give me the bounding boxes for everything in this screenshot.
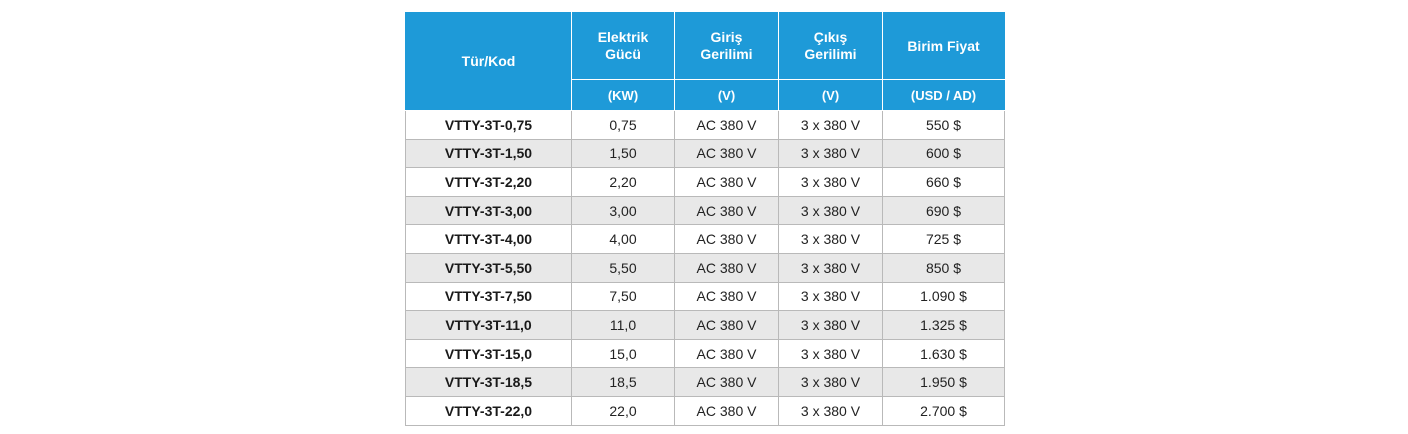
cell-code: VTTY-3T-5,50 <box>405 252 572 283</box>
cell-input-voltage: AC 380 V <box>674 138 779 169</box>
cell-input-voltage: AC 380 V <box>674 167 779 197</box>
header-power: Elektrik Gücü <box>571 12 675 80</box>
cell-code: VTTY-3T-18,5 <box>405 367 572 397</box>
cell-power: 4,00 <box>571 224 675 254</box>
cell-price: 725 $ <box>882 224 1005 254</box>
cell-output-voltage: 3 x 380 V <box>778 281 883 312</box>
cell-input-voltage: AC 380 V <box>674 195 779 226</box>
cell-power: 3,00 <box>571 195 675 226</box>
cell-input-voltage: AC 380 V <box>674 224 779 254</box>
cell-output-voltage: 3 x 380 V <box>778 224 883 254</box>
cell-power: 7,50 <box>571 281 675 312</box>
cell-code: VTTY-3T-4,00 <box>405 224 572 254</box>
price-table: Tür/Kod Elektrik Gücü Giriş Gerilimi Çık… <box>405 12 1005 426</box>
header-output-line-2: Gerilimi <box>804 46 857 62</box>
cell-code: VTTY-3T-0,75 <box>405 110 572 140</box>
cell-input-voltage: AC 380 V <box>674 367 779 397</box>
cell-input-voltage: AC 380 V <box>674 110 779 140</box>
cell-output-voltage: 3 x 380 V <box>778 195 883 226</box>
cell-price: 690 $ <box>882 195 1005 226</box>
cell-output-voltage: 3 x 380 V <box>778 167 883 197</box>
cell-price: 1.325 $ <box>882 310 1005 340</box>
cell-code: VTTY-3T-3,00 <box>405 195 572 226</box>
cell-power: 15,0 <box>571 338 675 369</box>
cell-price: 660 $ <box>882 167 1005 197</box>
header-input-line-2: Gerilimi <box>700 46 753 62</box>
header-output: Çıkış Gerilimi <box>778 12 883 80</box>
cell-power: 1,50 <box>571 138 675 169</box>
cell-input-voltage: AC 380 V <box>674 281 779 312</box>
unit-output: (V) <box>778 79 883 111</box>
cell-output-voltage: 3 x 380 V <box>778 252 883 283</box>
cell-input-voltage: AC 380 V <box>674 338 779 369</box>
cell-output-voltage: 3 x 380 V <box>778 338 883 369</box>
header-output-line-1: Çıkış <box>813 29 848 45</box>
cell-code: VTTY-3T-15,0 <box>405 338 572 369</box>
cell-output-voltage: 3 x 380 V <box>778 110 883 140</box>
cell-power: 22,0 <box>571 395 675 426</box>
table-header: Tür/Kod Elektrik Gücü Giriş Gerilimi Çık… <box>405 12 1005 111</box>
unit-row: (KW) (V) (V) (USD / AD) <box>406 79 1005 111</box>
header-input: Giriş Gerilimi <box>674 12 779 80</box>
header-code: Tür/Kod <box>405 12 572 111</box>
cell-input-voltage: AC 380 V <box>674 395 779 426</box>
unit-price: (USD / AD) <box>882 79 1005 111</box>
cell-code: VTTY-3T-22,0 <box>405 395 572 426</box>
cell-code: VTTY-3T-1,50 <box>405 138 572 169</box>
header-power-line-1: Elektrik <box>597 29 649 45</box>
cell-power: 11,0 <box>571 310 675 340</box>
cell-code: VTTY-3T-2,20 <box>405 167 572 197</box>
cell-power: 5,50 <box>571 252 675 283</box>
cell-code: VTTY-3T-11,0 <box>405 310 572 340</box>
cell-price: 550 $ <box>882 110 1005 140</box>
cell-code: VTTY-3T-7,50 <box>405 281 572 312</box>
cell-price: 850 $ <box>882 252 1005 283</box>
cell-output-voltage: 3 x 380 V <box>778 367 883 397</box>
cell-power: 0,75 <box>571 110 675 140</box>
header-price: Birim Fiyat <box>882 12 1005 80</box>
cell-input-voltage: AC 380 V <box>674 310 779 340</box>
cell-price: 1.630 $ <box>882 338 1005 369</box>
cell-output-voltage: 3 x 380 V <box>778 395 883 426</box>
cell-output-voltage: 3 x 380 V <box>778 138 883 169</box>
header-power-line-2: Gücü <box>605 46 641 62</box>
cell-price: 1.950 $ <box>882 367 1005 397</box>
cell-power: 2,20 <box>571 167 675 197</box>
header-input-line-1: Giriş <box>710 29 743 45</box>
cell-price: 600 $ <box>882 138 1005 169</box>
cell-input-voltage: AC 380 V <box>674 252 779 283</box>
header-row: Tür/Kod Elektrik Gücü Giriş Gerilimi Çık… <box>405 12 1005 111</box>
unit-input: (V) <box>674 79 779 111</box>
cell-price: 2.700 $ <box>882 395 1005 426</box>
cell-output-voltage: 3 x 380 V <box>778 310 883 340</box>
unit-power: (KW) <box>571 79 675 111</box>
cell-power: 18,5 <box>571 367 675 397</box>
cell-price: 1.090 $ <box>882 281 1005 312</box>
